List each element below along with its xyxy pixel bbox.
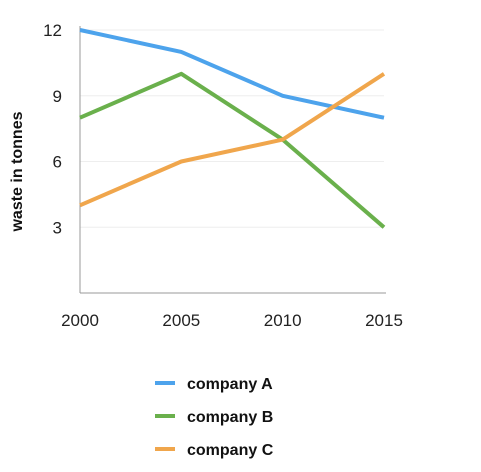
y-tick-label-3: 3 bbox=[53, 218, 62, 237]
legend-item-company-C: company C bbox=[155, 442, 274, 459]
legend: company A company B company C bbox=[155, 376, 274, 459]
x-tick-label-2010: 2010 bbox=[264, 311, 302, 330]
axes bbox=[79, 26, 386, 294]
y-tick-label-6: 6 bbox=[53, 153, 62, 172]
x-tick-label-2015: 2015 bbox=[365, 311, 403, 330]
x-tick-label-2000: 2000 bbox=[61, 311, 99, 330]
y-axis-label: waste in tonnes bbox=[9, 111, 26, 232]
y-tick-label-12: 12 bbox=[43, 21, 62, 40]
legend-item-company-A: company A bbox=[155, 376, 273, 393]
legend-item-company-B: company B bbox=[155, 409, 273, 426]
series-lines bbox=[79, 28, 386, 229]
y-tick-labels: 3 6 9 12 bbox=[43, 21, 62, 237]
grid-lines bbox=[80, 29, 384, 228]
series-line-company-B bbox=[79, 71, 386, 229]
x-tick-label-2005: 2005 bbox=[162, 311, 200, 330]
legend-label: company B bbox=[187, 409, 273, 426]
series-line-company-C bbox=[79, 72, 386, 208]
y-tick-label-9: 9 bbox=[53, 87, 62, 106]
x-tick-labels: 2000 2005 2010 2015 bbox=[61, 311, 403, 330]
legend-label: company C bbox=[187, 442, 274, 459]
legend-label: company A bbox=[187, 376, 273, 393]
